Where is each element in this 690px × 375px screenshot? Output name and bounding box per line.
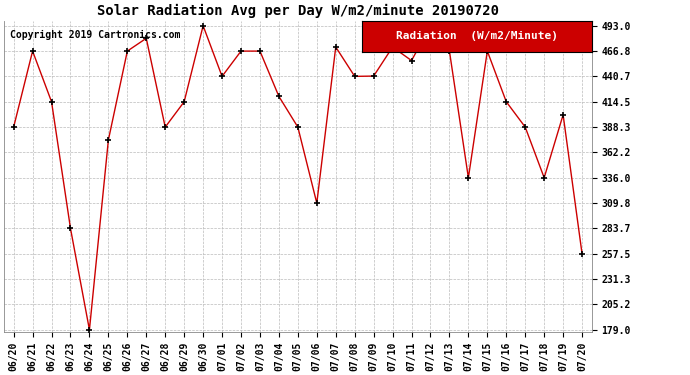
Text: Copyright 2019 Cartronics.com: Copyright 2019 Cartronics.com [10,30,180,40]
Title: Solar Radiation Avg per Day W/m2/minute 20190720: Solar Radiation Avg per Day W/m2/minute … [97,4,499,18]
